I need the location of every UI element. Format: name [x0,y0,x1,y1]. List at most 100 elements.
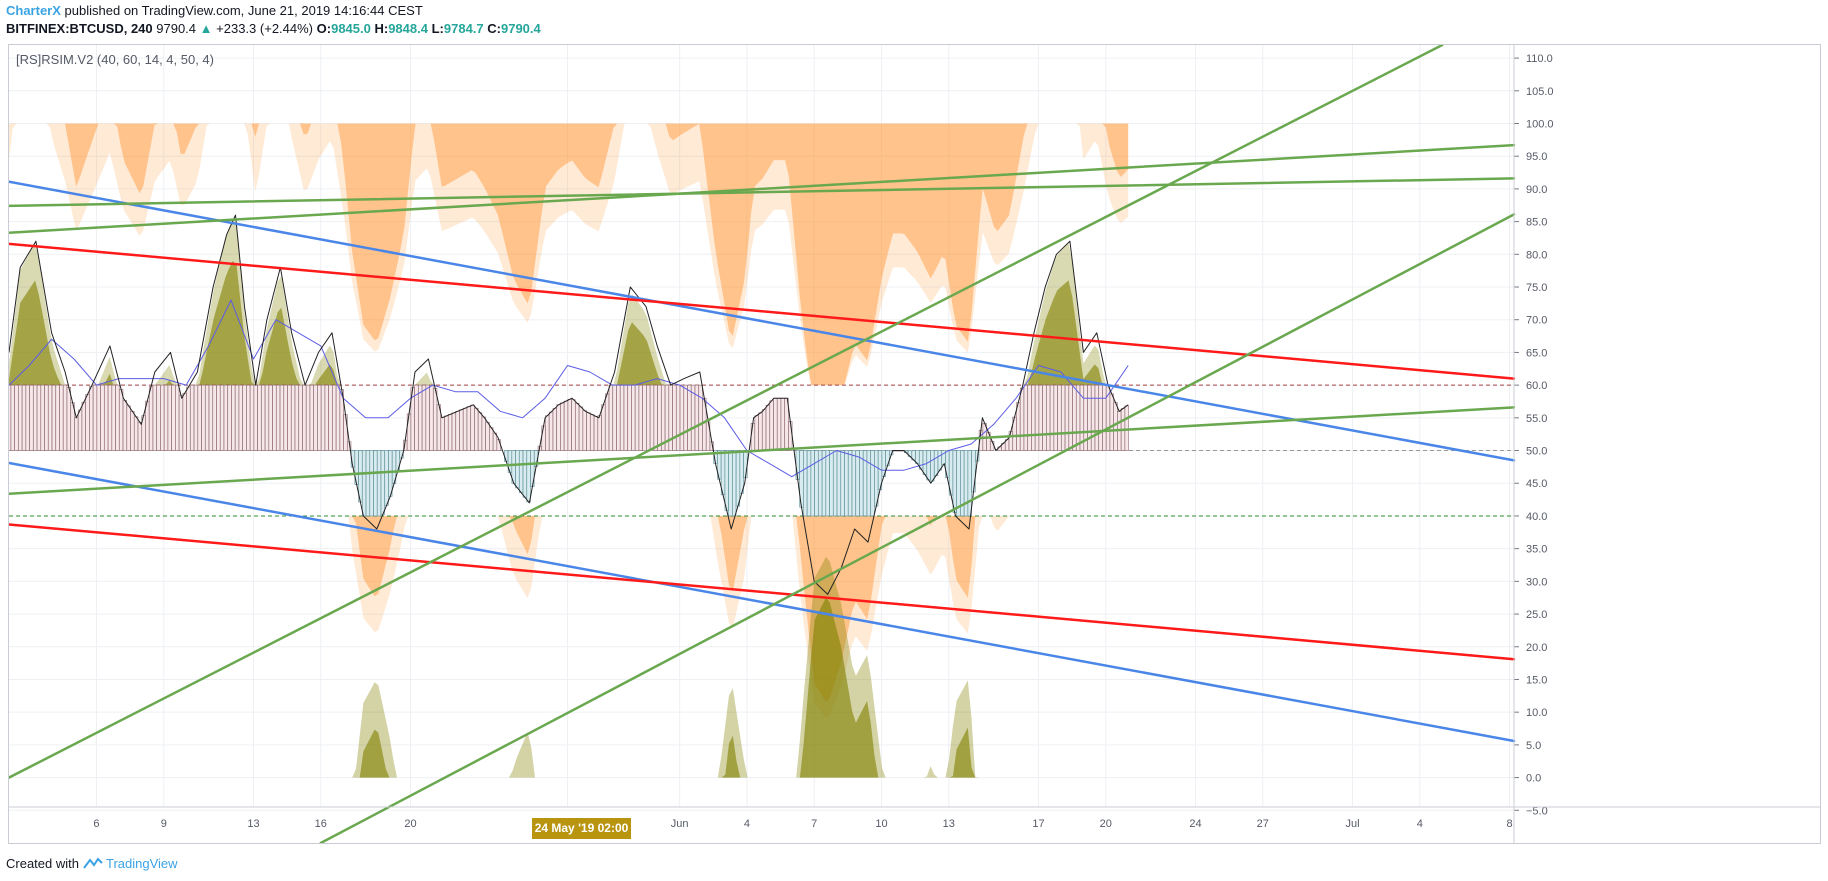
hist-bar [470,404,475,451]
hist-bar [806,450,812,517]
hist-bar [679,384,684,451]
y-tick-label: 5.0 [1526,740,1541,752]
hist-bar [735,450,741,507]
hist-bar [582,410,587,451]
hist-bar [279,384,284,451]
os-zone-light [9,516,1129,718]
hist-bar [373,450,378,517]
hist-bar [545,415,550,451]
hist-bar [324,384,329,451]
trend-line-blue[interactable] [9,180,1516,462]
trend-line-green[interactable] [9,143,1516,234]
y-tick-label: 20.0 [1526,642,1547,654]
hist-bar [365,450,370,517]
hist-bar [193,384,199,451]
trend-line-green[interactable] [9,45,1444,779]
hist-bar [451,412,456,451]
hist-bar [795,450,800,480]
close-label: C: [487,21,501,36]
trend-line-green[interactable] [319,213,1516,843]
hist-bar [1061,384,1066,451]
hist-bar [418,384,423,451]
hist-bar [1031,384,1036,451]
y-tick-label: 60.0 [1526,380,1547,392]
hist-bar [36,384,42,451]
hist-bar [171,384,176,451]
hist-bar [847,450,853,517]
hist-bar [264,384,270,451]
hist-bar [773,397,778,451]
hist-bar [246,384,251,451]
hist-bar [111,384,116,451]
hist-bar [216,384,221,451]
open-value: 9845.0 [331,21,371,36]
hist-bar [384,450,389,506]
rsi-chart[interactable]: −5.00.05.010.015.020.025.030.035.040.045… [9,45,1820,843]
hist-bar [455,410,460,451]
hist-bar [803,450,808,517]
hist-bar [814,450,819,517]
chart-pane[interactable]: −5.0 0.0 5.0 10.0 15.0 20.0 25.0 30.0 35.0 40.0 45… [8,44,1821,844]
hist-bar [784,397,789,451]
symbol[interactable]: BITFINEX:BTCUSD, 240 [6,21,153,36]
hist-bar [126,405,131,451]
hist-bar [1049,384,1055,451]
hist-bar [145,400,150,451]
indicator-label[interactable]: [RS]RSIM.V2 (40, 60, 14, 4, 50, 4) [16,52,214,67]
hist-bar [186,386,191,451]
hist-bar [608,384,613,451]
y-tick-label: 30.0 [1526,576,1547,588]
tradingview-link[interactable]: TradingView [106,856,178,871]
hist-bar [291,384,296,451]
hist-bar [425,384,430,451]
x-tick-label: Jul [1345,818,1359,830]
hist-bar [440,417,445,451]
hist-bar [51,384,56,451]
hist-bar [743,450,748,479]
hist-bar [612,384,617,451]
trend-line-red[interactable] [9,523,1516,661]
hist-bar [376,450,382,517]
hist-bar [575,403,580,451]
hist-bar [380,450,385,515]
rsi-line [9,214,1129,595]
hist-bar [459,409,464,451]
trend-line-blue[interactable] [9,461,1516,743]
hist-bar [496,439,501,451]
trend-line-green[interactable] [9,406,1516,495]
x-tick-label: 4 [1417,818,1423,830]
hist-bar [1076,384,1081,451]
y-tick-label: 95.0 [1526,151,1547,163]
hist-bar [526,450,531,503]
high-value: 9848.4 [388,21,428,36]
hist-bar [96,384,101,451]
x-tick-label: 8 [1506,818,1512,830]
hist-bar [937,450,942,471]
hist-bar [122,400,127,451]
hist-bar [657,384,662,451]
hist-bar [1109,393,1114,451]
hist-bar [462,407,468,451]
hist-bar [261,384,266,451]
hist-bar [952,450,957,513]
hist-bar [840,450,845,517]
hist-bar [967,450,972,517]
x-tick-label: 9 [161,818,167,830]
hist-bar [586,412,591,451]
hist-bar [590,414,595,451]
y-tick-label: 45.0 [1526,478,1547,490]
trend-line-red[interactable] [9,242,1516,380]
x-tick-label: 4 [744,818,750,830]
hist-bar [851,450,856,517]
hist-bar [1087,384,1092,451]
hist-bar [762,409,767,451]
hist-bar [433,388,438,451]
hist-bar [66,387,71,451]
hist-bar [77,409,83,451]
hist-bar [690,384,696,451]
last-price: 9790.4 [156,21,197,36]
trend-lines[interactable] [9,45,1516,843]
author-link[interactable]: CharterX [6,3,61,18]
trend-line-green[interactable] [9,177,1516,208]
hist-bar [74,417,79,451]
